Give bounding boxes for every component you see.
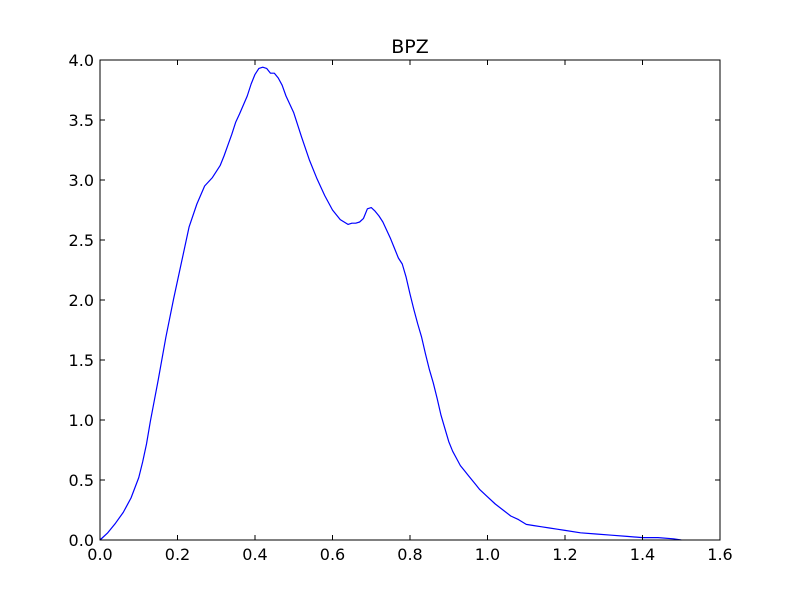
x-tick-label: 0.0	[87, 545, 112, 564]
y-tick-label: 3.0	[69, 171, 94, 190]
x-tick-label: 0.6	[320, 545, 345, 564]
y-tick-label: 2.0	[69, 291, 94, 310]
y-tick-label: 1.0	[69, 411, 94, 430]
plot-area: 0.0 0.2 0.4 0.6 0.8 1.0 1.2 1.4 1.6 0.0 0.5 1.0 1.5 2…	[69, 51, 733, 564]
x-tick-label: 1.6	[707, 545, 732, 564]
x-tick-label: 1.0	[475, 545, 500, 564]
x-tick-label: 0.2	[165, 545, 190, 564]
series-line-0	[99, 66, 682, 541]
x-tick-label: 1.4	[630, 545, 655, 564]
y-tick-label: 2.5	[69, 231, 94, 250]
x-tick-label: 1.2	[552, 545, 577, 564]
y-tick-label: 3.5	[69, 111, 94, 130]
chart-title: BPZ	[391, 36, 429, 58]
x-tick-label: 0.4	[242, 545, 267, 564]
y-tick-label: 0.5	[69, 471, 94, 490]
y-tick-label: 0.0	[69, 531, 94, 550]
x-tick-label: 0.8	[397, 545, 422, 564]
y-tick-label: 4.0	[69, 51, 94, 70]
y-tick-label: 1.5	[69, 351, 94, 370]
